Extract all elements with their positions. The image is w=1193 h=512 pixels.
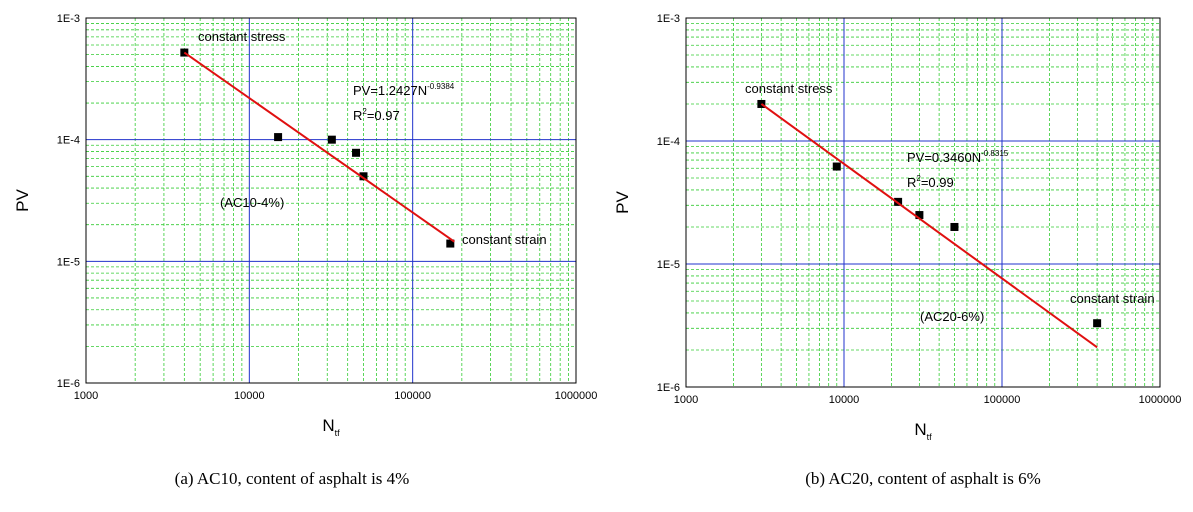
data-point	[950, 222, 959, 231]
data-point	[274, 133, 283, 142]
data-point	[1093, 319, 1102, 328]
annotation: (AC10-4%)	[220, 195, 284, 210]
equation-exponent: -0.9384	[427, 82, 455, 91]
y-tick-label: 1E-6	[57, 378, 80, 390]
data-point	[832, 162, 841, 171]
x-tick-label: 10000	[234, 390, 265, 402]
r-squared-text: R	[907, 175, 916, 190]
r-squared: R2=0.97	[353, 107, 400, 123]
data-point	[352, 148, 361, 157]
annotation: constant strain	[1070, 291, 1155, 306]
annotation: constant stress	[745, 81, 833, 96]
y-tick-label: 1E-5	[657, 259, 680, 271]
x-tick-label: 10000	[829, 394, 860, 406]
x-tick-label: 1000000	[555, 390, 598, 402]
data-point	[359, 172, 368, 181]
y-tick-label: 1E-5	[57, 256, 80, 268]
equation-text: PV=1.2427N	[353, 83, 427, 98]
y-tick-label: 1E-4	[657, 136, 680, 148]
r-squared-exponent: 2	[916, 174, 921, 183]
data-point	[915, 211, 924, 220]
equation-text: PV=0.3460N	[907, 150, 981, 165]
y-tick-label: 1E-6	[657, 382, 680, 394]
caption: (a) AC10, content of asphalt is 4%	[175, 469, 410, 488]
x-axis-label-subscript: tf	[927, 432, 933, 442]
y-axis-label: PV	[613, 191, 632, 214]
y-axis-label: PV	[13, 189, 32, 212]
r-squared-value: =0.99	[921, 175, 954, 190]
annotation: constant strain	[462, 232, 547, 247]
r-squared-text: R	[353, 108, 362, 123]
x-tick-label: 1000000	[1139, 394, 1182, 406]
equation: PV=0.3460N-0.8315	[907, 149, 1009, 165]
x-axis-label: Ntf	[914, 420, 932, 442]
r-squared-value: =0.97	[367, 108, 400, 123]
caption: (b) AC20, content of asphalt is 6%	[805, 469, 1041, 488]
r-squared: R2=0.99	[907, 174, 954, 190]
data-point	[327, 135, 336, 144]
x-tick-label: 100000	[984, 394, 1021, 406]
x-axis-label-main: N	[322, 416, 334, 435]
x-tick-label: 1000	[74, 390, 98, 402]
data-point	[446, 239, 455, 248]
y-tick-label: 1E-3	[657, 13, 680, 25]
x-tick-label: 100000	[394, 390, 431, 402]
equation-exponent: -0.8315	[981, 149, 1009, 158]
fit-line	[183, 51, 455, 243]
r-squared-exponent: 2	[362, 107, 367, 116]
fit-line	[760, 103, 1098, 349]
annotation: constant stress	[198, 29, 286, 44]
y-tick-label: 1E-3	[57, 13, 80, 25]
x-axis-label-subscript: tf	[335, 428, 341, 438]
x-axis-label: Ntf	[322, 416, 340, 438]
y-tick-label: 1E-4	[57, 135, 80, 147]
annotation: (AC20-6%)	[920, 309, 984, 324]
x-tick-label: 1000	[674, 394, 698, 406]
plot-frame	[85, 17, 577, 384]
plot-frame	[685, 17, 1161, 388]
equation: PV=1.2427N-0.9384	[353, 82, 455, 98]
x-axis-label-main: N	[914, 420, 926, 439]
